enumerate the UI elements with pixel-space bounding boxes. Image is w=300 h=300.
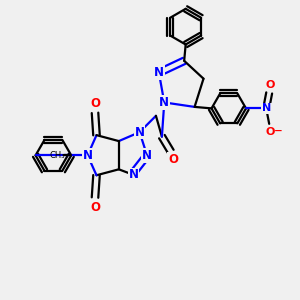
Text: O: O bbox=[266, 127, 275, 137]
Text: O: O bbox=[168, 153, 178, 166]
Text: N: N bbox=[135, 126, 145, 139]
Text: N: N bbox=[262, 103, 271, 113]
Text: O: O bbox=[90, 97, 100, 110]
Text: N: N bbox=[154, 66, 164, 79]
Text: −: − bbox=[274, 126, 283, 136]
Text: O: O bbox=[90, 201, 100, 214]
Text: N: N bbox=[159, 96, 169, 109]
Text: CH₃: CH₃ bbox=[49, 151, 65, 160]
Text: N: N bbox=[82, 149, 93, 162]
Text: O: O bbox=[266, 80, 275, 90]
Text: N: N bbox=[129, 169, 139, 182]
Text: N: N bbox=[142, 149, 152, 162]
